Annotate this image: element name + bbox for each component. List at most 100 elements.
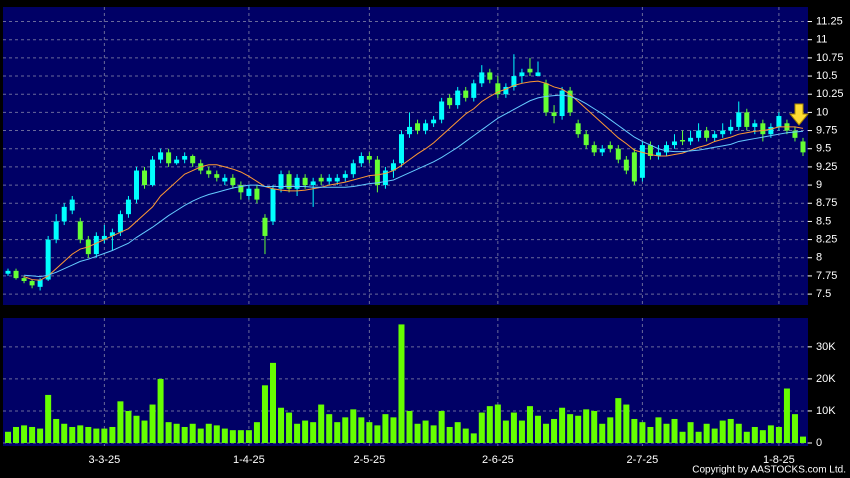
volume-bar: [29, 426, 36, 443]
candle-body: [535, 72, 541, 77]
volume-bar: [61, 423, 68, 443]
volume-bar: [37, 428, 44, 443]
volume-bar: [374, 425, 381, 443]
volume-bar: [583, 409, 590, 443]
candle-body: [583, 134, 589, 146]
candle-body: [318, 177, 324, 182]
volume-bar: [93, 428, 100, 443]
candle-body: [270, 188, 276, 222]
candle-body: [125, 199, 131, 215]
candle-body: [607, 145, 613, 149]
candle-body: [792, 130, 798, 138]
volume-bar: [543, 423, 550, 443]
candle-body: [415, 123, 421, 131]
volume-bar: [157, 378, 164, 443]
volume-bar: [310, 422, 317, 443]
volume-bar: [302, 420, 309, 443]
volume-bar: [221, 428, 228, 443]
candle-body: [712, 134, 718, 138]
y-tick-label: 10.25: [816, 88, 844, 100]
x-tick-label: 2-7-25: [626, 454, 658, 466]
candle-body: [479, 72, 485, 84]
candle-body: [69, 199, 75, 211]
volume-bar: [526, 406, 533, 443]
candle-body: [768, 126, 774, 135]
candle-body: [591, 145, 597, 153]
candle-body: [142, 170, 148, 186]
candle-body: [182, 156, 188, 160]
plot-layer: 7.5 7.75 8 8.25 8.5 8.75 9 9.25 9.5 9.75 10 10.25 10…: [3, 7, 844, 466]
candle-body: [776, 116, 782, 127]
volume-bar: [454, 422, 461, 443]
candle-body: [631, 152, 637, 182]
x-tick-label: 1-4-25: [233, 454, 265, 466]
volume-bar: [518, 420, 525, 443]
candle-body: [407, 126, 413, 135]
y-tick-label: 7.75: [816, 270, 837, 282]
candle-body: [680, 140, 686, 142]
volume-bar: [591, 410, 598, 443]
candle-body: [599, 148, 605, 153]
volume-bar: [13, 426, 20, 443]
y-tick-label: 9.75: [816, 124, 837, 136]
volume-bar: [141, 420, 148, 443]
y-tick-label: 11: [816, 34, 827, 46]
candle-body: [527, 68, 533, 73]
volume-bar: [390, 417, 397, 443]
candle-body: [190, 156, 196, 164]
volume-bar: [45, 394, 52, 443]
candle-body: [246, 188, 252, 196]
candle-body: [5, 270, 11, 274]
volume-bar: [245, 430, 252, 443]
candle-body: [374, 159, 380, 186]
y-tick-label: 10K: [816, 405, 836, 417]
candle-body: [350, 163, 356, 175]
candle-body: [655, 152, 661, 156]
volume-bar: [800, 436, 806, 443]
candle-body: [310, 181, 316, 186]
volume-bar: [205, 423, 212, 443]
candle-body: [423, 123, 429, 131]
volume-bar: [350, 409, 357, 443]
volume-bar: [655, 417, 662, 443]
candle-body: [358, 156, 364, 164]
volume-bar: [270, 362, 276, 443]
candle-body: [302, 177, 308, 186]
volume-bar: [189, 423, 196, 443]
y-tick-label: 9.5: [816, 143, 831, 155]
volume-bar: [679, 431, 686, 443]
candle-body: [294, 177, 300, 189]
volume-bar: [743, 431, 750, 443]
y-tick-label: 0: [816, 437, 822, 449]
y-tick-label: 8.5: [816, 215, 831, 227]
candle-body: [511, 76, 517, 87]
candle-body: [93, 235, 99, 255]
candle-body: [439, 101, 445, 120]
candle-body: [230, 177, 236, 186]
volume-bar: [438, 410, 445, 443]
volume-bar: [502, 420, 509, 443]
volume-bar: [197, 428, 204, 443]
volume-bar: [494, 404, 501, 443]
candle-body: [166, 152, 172, 164]
volume-bar: [430, 425, 437, 443]
volume-bar: [551, 418, 558, 443]
volume-bar: [759, 430, 766, 443]
candle-body: [567, 90, 573, 113]
candle-body: [760, 123, 766, 135]
moving-average-line: [23, 80, 804, 281]
volume-bar: [53, 418, 60, 443]
volume-bar: [213, 425, 220, 443]
candle-body: [398, 134, 404, 164]
candle-body: [278, 174, 284, 189]
candle-body: [736, 112, 742, 127]
volume-bar: [229, 430, 236, 443]
candle-body: [647, 145, 653, 156]
volume-bar: [727, 418, 734, 443]
candle-body: [696, 130, 702, 138]
volume-bar: [486, 406, 493, 443]
candle-body: [29, 281, 35, 286]
candle-body: [222, 177, 228, 182]
marker-arrow: [788, 103, 810, 126]
price-panel: [3, 7, 808, 305]
